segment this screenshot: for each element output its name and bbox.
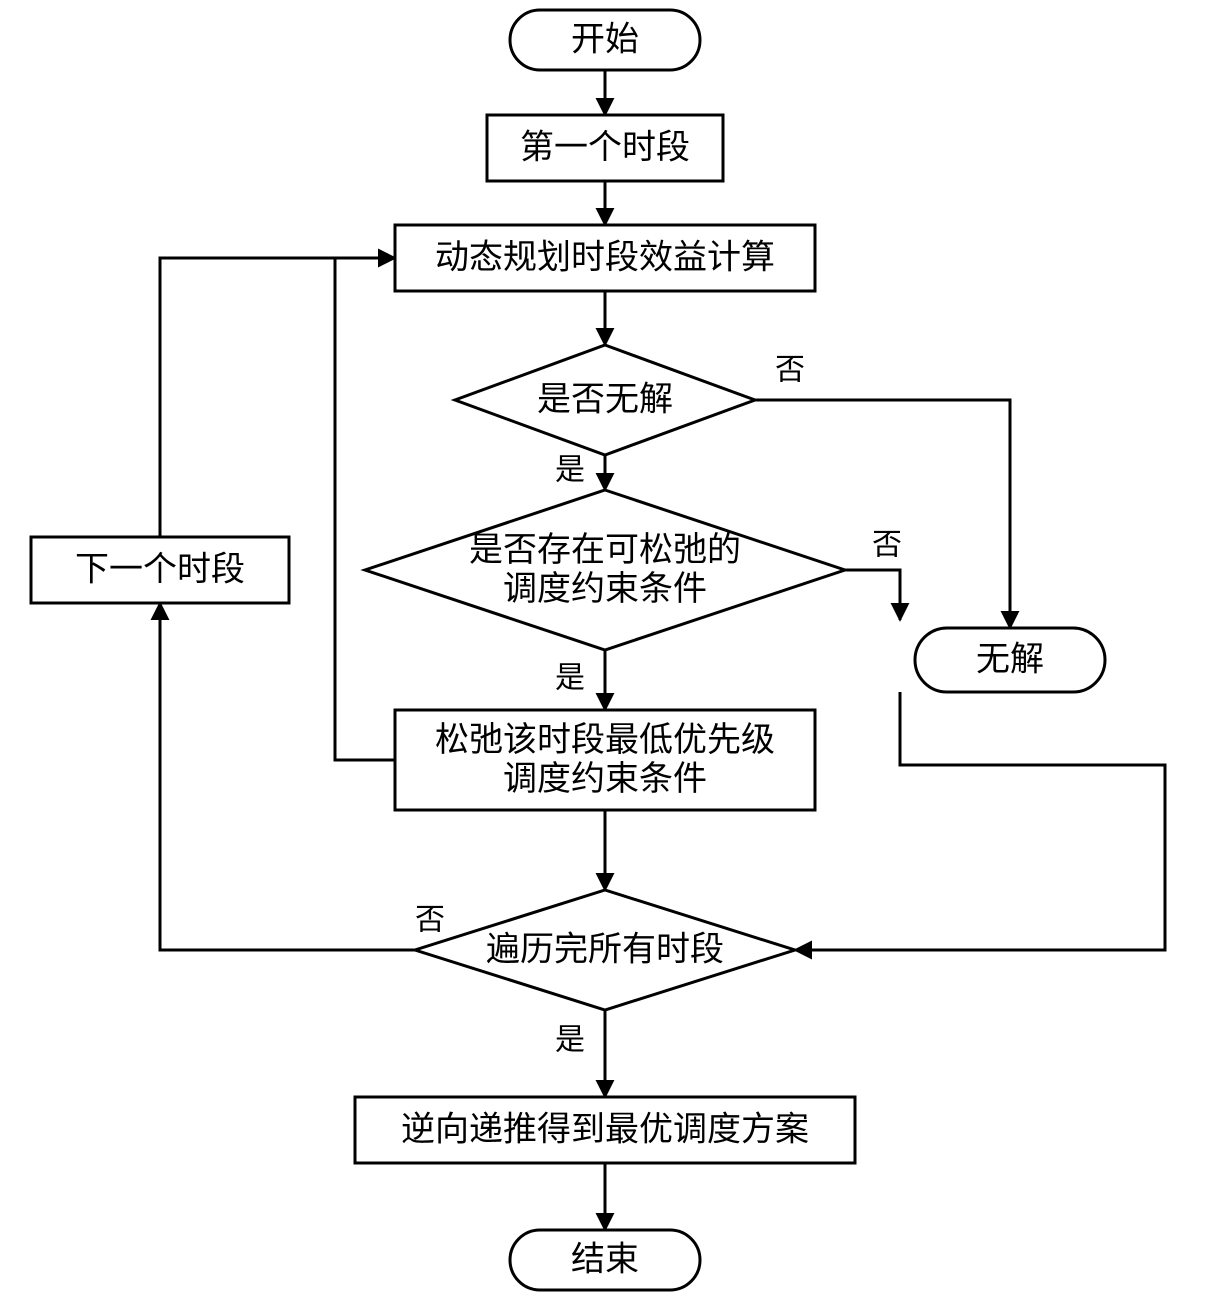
flow-edge bbox=[160, 603, 415, 950]
node-label: 遍历完所有时段 bbox=[486, 931, 724, 969]
edge-label: 否 bbox=[872, 529, 902, 562]
node-label: 第一个时段 bbox=[520, 129, 690, 167]
node-label: 调度约束条件 bbox=[503, 760, 707, 798]
node-label: 调度约束条件 bbox=[503, 570, 707, 608]
node-alldone: 遍历完所有时段 bbox=[415, 890, 795, 1010]
node-nosol: 是否无解 bbox=[455, 345, 755, 455]
node-label: 下一个时段 bbox=[75, 551, 245, 589]
node-label: 动态规划时段效益计算 bbox=[435, 239, 775, 277]
diamond-shape bbox=[365, 490, 845, 650]
node-label: 开始 bbox=[571, 21, 639, 59]
node-label: 无解 bbox=[976, 641, 1044, 679]
node-first: 第一个时段 bbox=[487, 115, 723, 181]
node-label: 是否无解 bbox=[537, 381, 673, 419]
flow-edge bbox=[845, 570, 900, 620]
node-nores: 无解 bbox=[915, 628, 1105, 692]
node-label: 松弛该时段最低优先级 bbox=[435, 721, 775, 759]
flowchart-canvas: 是是是否否否开始第一个时段动态规划时段效益计算是否无解是否存在可松弛的调度约束条… bbox=[0, 0, 1210, 1314]
edge-label: 是 bbox=[555, 1024, 585, 1057]
edge-label: 是 bbox=[555, 454, 585, 487]
node-nextp: 下一个时段 bbox=[31, 537, 289, 603]
node-start: 开始 bbox=[510, 10, 700, 70]
edge-label: 否 bbox=[775, 354, 805, 387]
node-label: 结束 bbox=[571, 1241, 639, 1279]
flow-edge bbox=[335, 258, 395, 760]
node-relax: 松弛该时段最低优先级调度约束条件 bbox=[395, 710, 815, 810]
flow-edge bbox=[755, 400, 1010, 628]
node-label: 是否存在可松弛的 bbox=[469, 531, 741, 569]
node-relaxq: 是否存在可松弛的调度约束条件 bbox=[365, 490, 845, 650]
edge-label: 否 bbox=[415, 904, 445, 937]
node-reverse: 逆向递推得到最优调度方案 bbox=[355, 1097, 855, 1163]
flow-edge bbox=[795, 692, 1165, 950]
edge-label: 是 bbox=[555, 662, 585, 695]
flow-edge bbox=[160, 258, 395, 537]
node-dpcalc: 动态规划时段效益计算 bbox=[395, 225, 815, 291]
node-label: 逆向递推得到最优调度方案 bbox=[401, 1111, 809, 1149]
node-end: 结束 bbox=[510, 1230, 700, 1290]
